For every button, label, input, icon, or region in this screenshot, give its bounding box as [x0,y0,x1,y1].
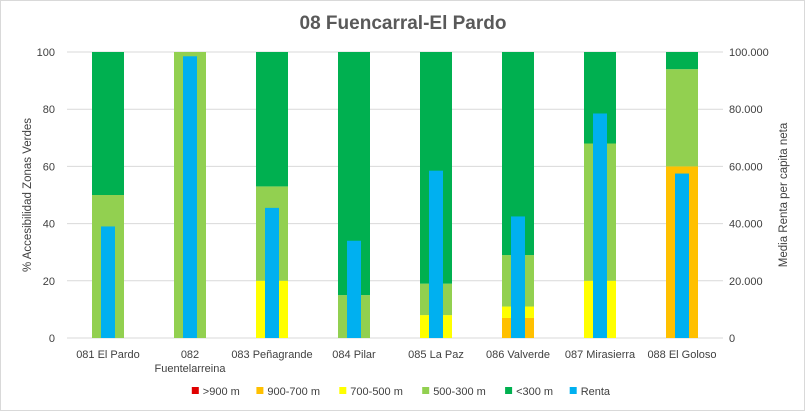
right-axis-ticks: 0 20.000 40.000 60.000 80.000 100.000 [729,47,769,345]
left-tick-label: 60 [43,161,55,173]
category-label: 086 Valverde [486,349,550,361]
category-label: 087 Mirasierra [565,349,636,361]
legend-swatch [256,387,264,394]
category-labels: 081 El Pardo 082 Fuentelarreina 083 Peñagra… [76,349,716,375]
renta-bar [511,216,525,338]
left-tick-label: 80 [43,104,55,116]
bars [92,52,698,338]
bar-segment [92,52,124,195]
left-tick-label: 20 [43,276,55,288]
legend-label: Renta [581,386,611,398]
gridlines [67,51,723,339]
renta-bars [101,56,689,339]
renta-bar [429,170,443,338]
left-axis-title: % Accesibilidad Zonas Verdes [22,118,34,272]
left-tick-label: 40 [43,219,55,231]
renta-bar [347,240,361,338]
left-axis-ticks: 0 20 40 60 80 100 [37,47,55,345]
legend-swatch [191,387,199,394]
category-label: 083 Peñagrande [231,349,312,361]
renta-bar [265,207,279,338]
legend-swatch [505,387,513,394]
renta-bar [183,56,197,338]
right-tick-label: 20.000 [729,276,763,288]
legend: >900 m 900-700 m 700-500 m 500-300 m <300 m R… [191,386,611,398]
renta-bar [593,113,607,339]
category-label: 085 La Paz [408,349,464,361]
category-label: 081 El Pardo [76,349,140,361]
right-tick-label: 0 [729,333,735,345]
bar-segment [256,52,288,187]
bar-segment [666,52,698,70]
legend-label: 500-300 m [433,386,486,398]
legend-swatch [422,387,430,394]
left-tick-label: 0 [49,333,55,345]
category-label: 088 El Goloso [647,349,716,361]
right-tick-label: 80.000 [729,104,763,116]
legend-label: >900 m [203,386,240,398]
legend-swatch [569,387,577,394]
category-label: 084 Pilar [332,349,376,361]
left-tick-label: 100 [37,47,55,59]
bar-segment [666,69,698,167]
chart-title: 08 Fuencarral-El Pardo [300,13,507,34]
legend-swatch [339,387,347,394]
right-tick-label: 40.000 [729,219,763,231]
renta-bar [675,173,689,338]
right-tick-label: 100.000 [729,47,769,59]
legend-label: 700-500 m [350,386,403,398]
legend-label: 900-700 m [267,386,320,398]
right-tick-label: 60.000 [729,161,763,173]
legend-label: <300 m [516,386,553,398]
category-label: 082 Fuentelarreina [155,349,227,375]
right-axis-title: Media Renta per capita neta [778,122,790,267]
renta-bar [101,226,115,338]
